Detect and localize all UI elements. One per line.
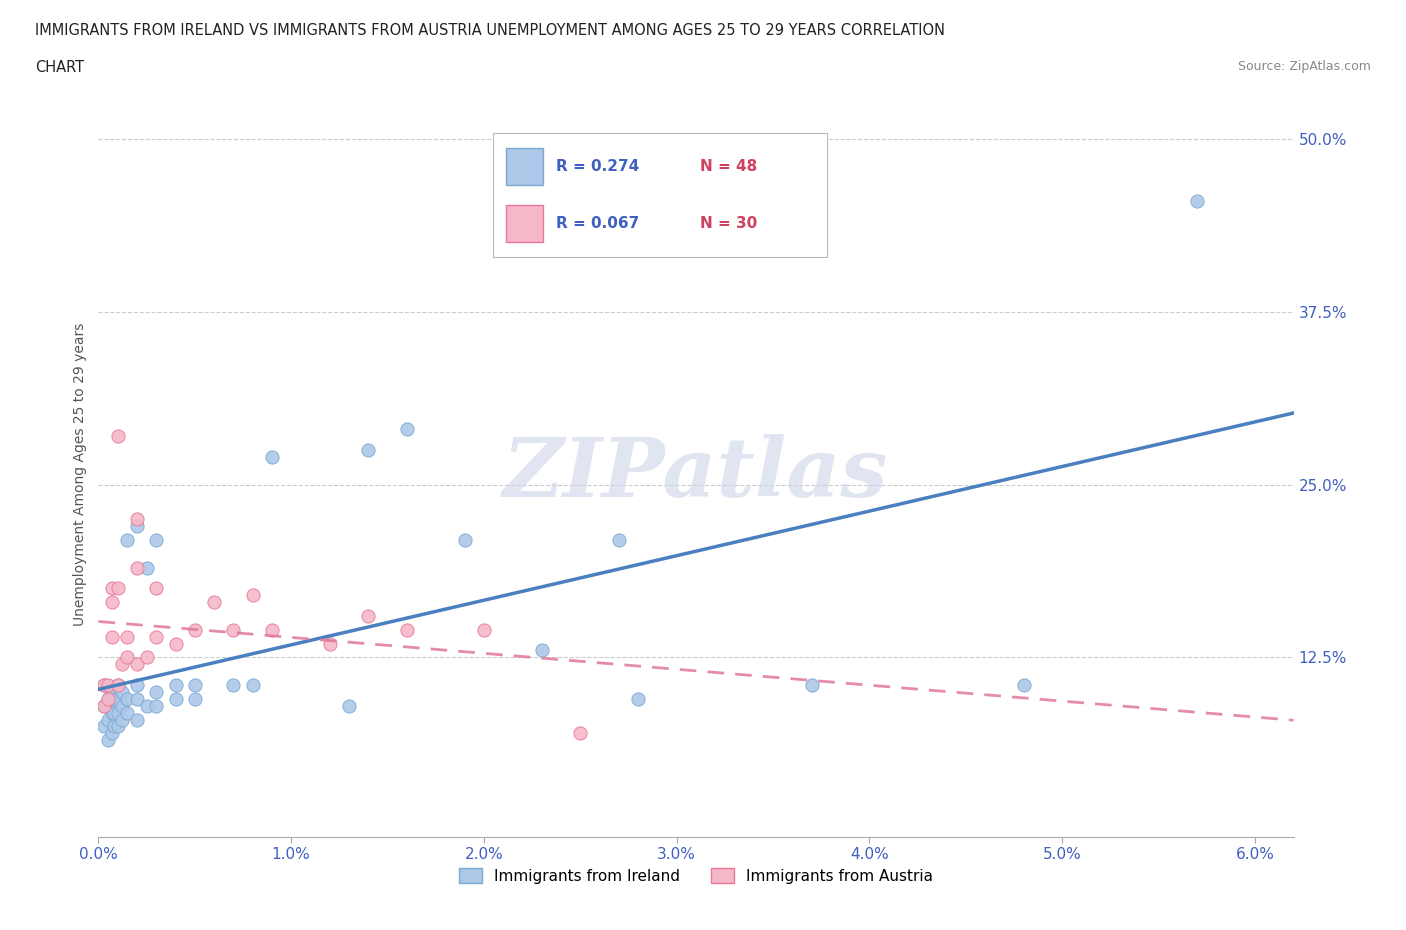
Point xyxy=(107,705,129,720)
Point xyxy=(165,691,187,706)
Point xyxy=(117,650,139,665)
Point xyxy=(125,678,148,693)
Point xyxy=(110,657,132,671)
Point xyxy=(145,684,167,699)
Point xyxy=(260,622,283,637)
Point xyxy=(242,678,264,693)
Point xyxy=(101,705,124,720)
Point xyxy=(107,719,129,734)
Point xyxy=(145,698,167,713)
Point xyxy=(453,533,475,548)
Text: ZIPatlas: ZIPatlas xyxy=(503,434,889,514)
Point xyxy=(107,678,129,693)
Point xyxy=(395,422,418,437)
Point xyxy=(135,650,157,665)
Point xyxy=(184,622,207,637)
Point xyxy=(260,449,283,464)
Text: CHART: CHART xyxy=(35,60,84,75)
Point xyxy=(627,691,650,706)
Point xyxy=(107,691,129,706)
Point xyxy=(101,684,124,699)
Point xyxy=(110,698,132,713)
Legend: Immigrants from Ireland, Immigrants from Austria: Immigrants from Ireland, Immigrants from… xyxy=(458,868,934,884)
Text: Source: ZipAtlas.com: Source: ZipAtlas.com xyxy=(1237,60,1371,73)
Point xyxy=(103,691,125,706)
Point xyxy=(135,698,157,713)
Point xyxy=(184,691,207,706)
Point xyxy=(800,678,823,693)
Point xyxy=(101,726,124,741)
Point xyxy=(357,608,380,623)
Point xyxy=(97,678,120,693)
Point xyxy=(101,581,124,596)
Point xyxy=(222,678,245,693)
Point xyxy=(97,712,120,727)
Point xyxy=(103,705,125,720)
Point xyxy=(107,678,129,693)
Point xyxy=(337,698,360,713)
Point xyxy=(202,594,225,609)
Point xyxy=(101,630,124,644)
Point xyxy=(93,719,115,734)
Point xyxy=(97,733,120,748)
Point xyxy=(107,581,129,596)
Point xyxy=(110,684,132,699)
Point xyxy=(569,726,592,741)
Point xyxy=(117,630,139,644)
Point xyxy=(125,691,148,706)
Point xyxy=(395,622,418,637)
Point xyxy=(1185,194,1208,209)
Point xyxy=(101,594,124,609)
Y-axis label: Unemployment Among Ages 25 to 29 years: Unemployment Among Ages 25 to 29 years xyxy=(73,323,87,626)
Point xyxy=(125,657,148,671)
Point xyxy=(125,560,148,575)
Point xyxy=(145,581,167,596)
Point xyxy=(357,443,380,458)
Point xyxy=(125,519,148,534)
Point xyxy=(93,678,115,693)
Point xyxy=(242,588,264,603)
Point xyxy=(125,512,148,526)
Point xyxy=(110,712,132,727)
Point xyxy=(222,622,245,637)
Point xyxy=(93,698,115,713)
Point xyxy=(472,622,495,637)
Point xyxy=(93,698,115,713)
Point xyxy=(165,636,187,651)
Text: IMMIGRANTS FROM IRELAND VS IMMIGRANTS FROM AUSTRIA UNEMPLOYMENT AMONG AGES 25 TO: IMMIGRANTS FROM IRELAND VS IMMIGRANTS FR… xyxy=(35,23,945,38)
Point xyxy=(165,678,187,693)
Point xyxy=(125,712,148,727)
Point xyxy=(97,691,120,706)
Point xyxy=(107,429,129,444)
Point xyxy=(97,691,120,706)
Point xyxy=(135,560,157,575)
Point xyxy=(117,533,139,548)
Point xyxy=(184,678,207,693)
Point xyxy=(145,533,167,548)
Point xyxy=(607,533,630,548)
Point xyxy=(103,719,125,734)
Point xyxy=(1012,678,1035,693)
Point xyxy=(117,705,139,720)
Point xyxy=(117,691,139,706)
Point xyxy=(93,678,115,693)
Point xyxy=(319,636,342,651)
Point xyxy=(145,630,167,644)
Point xyxy=(530,643,553,658)
